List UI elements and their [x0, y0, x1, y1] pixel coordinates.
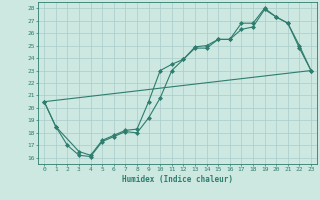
X-axis label: Humidex (Indice chaleur): Humidex (Indice chaleur) — [122, 175, 233, 184]
